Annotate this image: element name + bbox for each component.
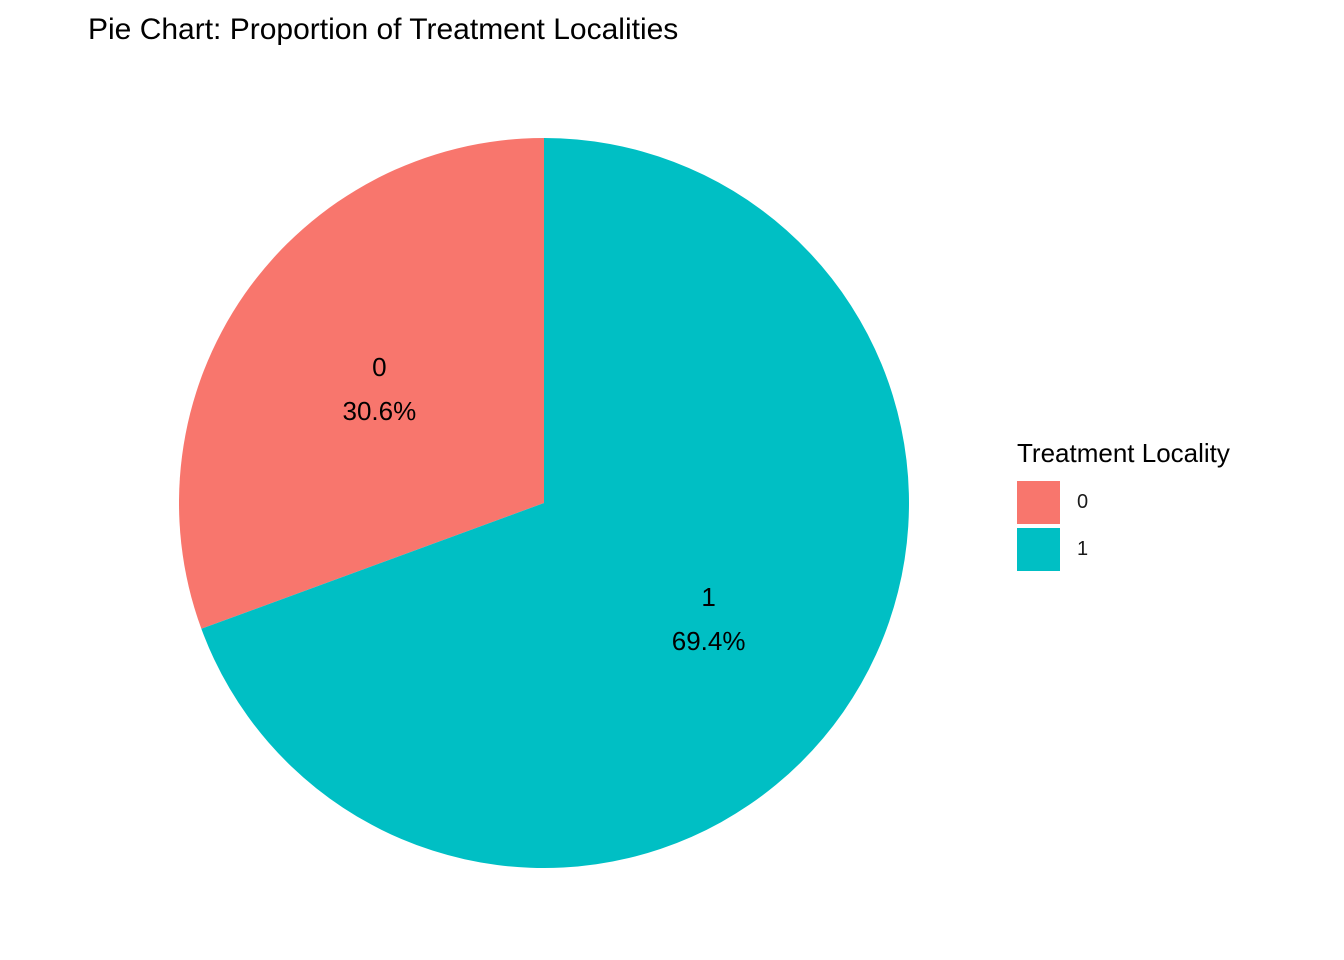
pie-slice-0 — [179, 138, 544, 629]
pie-slice-1 — [201, 138, 909, 868]
legend: Treatment Locality 0 1 — [1017, 436, 1230, 574]
slice-category-label-1: 1 — [701, 582, 715, 612]
legend-label-1: 1 — [1077, 537, 1089, 560]
legend-swatch-1 — [1017, 527, 1060, 571]
slice-percent-label-0: 30.6% — [343, 396, 417, 426]
pie-labels: 0 30.6% 1 69.4% — [343, 352, 746, 656]
legend-label-0: 0 — [1077, 490, 1089, 513]
chart-title: Pie Chart: Proportion of Treatment Local… — [88, 13, 679, 46]
slice-percent-label-1: 69.4% — [672, 626, 746, 656]
legend-swatch-0 — [1017, 480, 1060, 524]
slice-category-label-0: 0 — [372, 352, 386, 382]
legend-item-0: 0 — [1017, 480, 1230, 524]
pie-slices — [179, 138, 909, 868]
legend-item-1: 1 — [1017, 527, 1230, 571]
legend-title: Treatment Locality — [1017, 438, 1230, 468]
